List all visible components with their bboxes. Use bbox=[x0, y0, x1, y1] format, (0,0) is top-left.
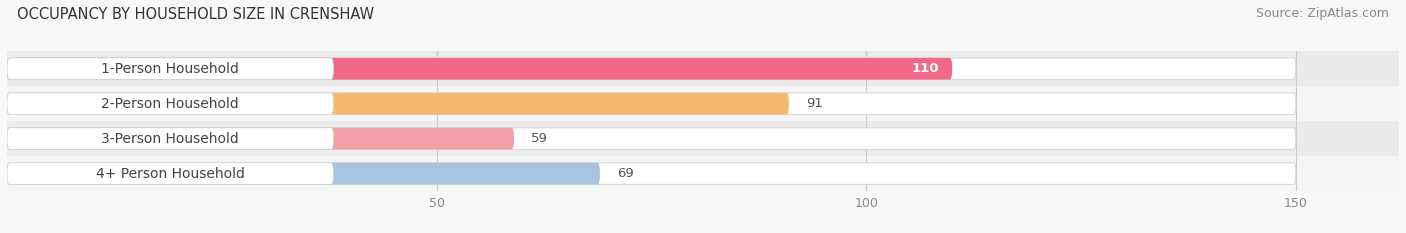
Text: Source: ZipAtlas.com: Source: ZipAtlas.com bbox=[1256, 7, 1389, 20]
FancyBboxPatch shape bbox=[7, 58, 1296, 80]
FancyBboxPatch shape bbox=[7, 128, 515, 150]
FancyBboxPatch shape bbox=[7, 163, 1296, 185]
FancyBboxPatch shape bbox=[7, 121, 1399, 156]
FancyBboxPatch shape bbox=[7, 58, 952, 80]
Text: 110: 110 bbox=[911, 62, 939, 75]
FancyBboxPatch shape bbox=[7, 163, 600, 185]
FancyBboxPatch shape bbox=[7, 93, 789, 115]
FancyBboxPatch shape bbox=[7, 156, 1399, 191]
FancyBboxPatch shape bbox=[7, 128, 333, 150]
Text: 91: 91 bbox=[806, 97, 823, 110]
FancyBboxPatch shape bbox=[7, 58, 333, 80]
Text: OCCUPANCY BY HOUSEHOLD SIZE IN CRENSHAW: OCCUPANCY BY HOUSEHOLD SIZE IN CRENSHAW bbox=[17, 7, 374, 22]
Text: 1-Person Household: 1-Person Household bbox=[101, 62, 239, 76]
Text: 4+ Person Household: 4+ Person Household bbox=[96, 167, 245, 181]
Text: 3-Person Household: 3-Person Household bbox=[101, 132, 239, 146]
FancyBboxPatch shape bbox=[7, 51, 1399, 86]
Text: 2-Person Household: 2-Person Household bbox=[101, 97, 239, 111]
Text: 69: 69 bbox=[617, 167, 634, 180]
Text: 59: 59 bbox=[531, 132, 548, 145]
FancyBboxPatch shape bbox=[7, 86, 1399, 121]
FancyBboxPatch shape bbox=[7, 93, 333, 115]
FancyBboxPatch shape bbox=[7, 93, 1296, 115]
FancyBboxPatch shape bbox=[7, 128, 1296, 150]
FancyBboxPatch shape bbox=[7, 163, 333, 185]
